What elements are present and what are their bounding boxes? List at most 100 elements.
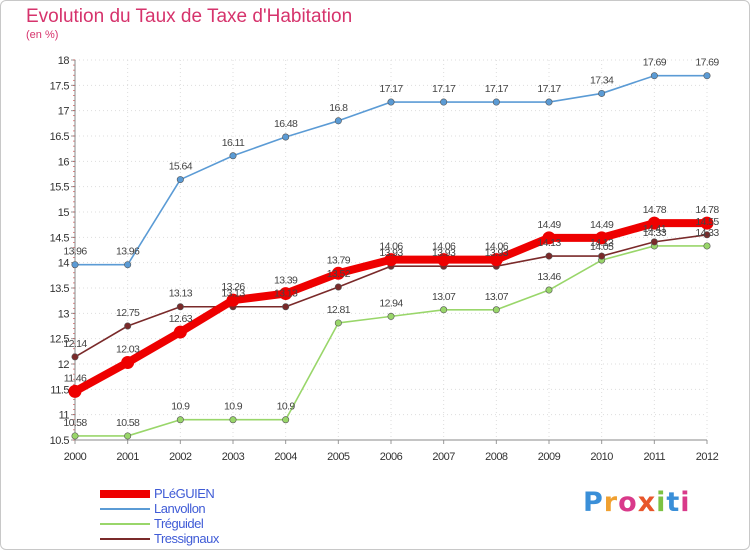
data-point-lanvollon <box>545 98 553 106</box>
x-tick-label: 2011 <box>644 451 666 463</box>
data-label-tressignaux: 14.41 <box>643 223 667 235</box>
x-tick-label: 2003 <box>222 451 245 463</box>
data-point-pleguien <box>173 325 187 339</box>
data-point-lanvollon <box>176 176 184 184</box>
data-point-tressignaux <box>71 353 79 361</box>
data-point-treguidel <box>492 306 500 314</box>
data-label-tressignaux: 13.13 <box>274 288 298 300</box>
data-point-treguidel <box>545 286 553 294</box>
data-label-tressignaux: 13.13 <box>221 288 245 300</box>
data-label-lanvollon: 17.69 <box>643 57 667 69</box>
data-point-lanvollon <box>124 261 132 269</box>
data-label-pleguien: 13.26 <box>221 281 245 293</box>
logo-letter: t <box>666 487 681 518</box>
data-point-pleguien <box>437 253 451 267</box>
legend-item-lanvollon: Lanvollon <box>100 501 300 516</box>
data-point-pleguien <box>68 384 82 398</box>
data-label-tressignaux: 13.93 <box>379 247 403 259</box>
data-label-lanvollon: 16.8 <box>329 102 348 114</box>
y-tick-label: 11 <box>59 410 70 422</box>
logo-letter: P <box>583 487 604 518</box>
data-point-tressignaux <box>124 322 132 330</box>
chart-legend: PLéGUIEN Lanvollon Tréguidel Tressignaux <box>100 486 300 546</box>
y-tick-label: 14 <box>58 258 70 270</box>
x-tick-label: 2001 <box>116 451 139 463</box>
data-label-pleguien: 14.06 <box>379 241 403 253</box>
data-label-tressignaux: 14.13 <box>590 237 614 249</box>
data-label-lanvollon: 15.64 <box>169 161 193 173</box>
legend-label: Lanvollon <box>154 501 206 516</box>
data-label-tressignaux: 13.93 <box>485 247 509 259</box>
data-label-treguidel: 13.07 <box>432 291 456 303</box>
x-tick-label: 2009 <box>538 451 561 463</box>
data-point-pleguien <box>700 216 714 230</box>
data-label-treguidel: 14.33 <box>695 227 719 239</box>
legend-label: Tréguidel <box>154 516 204 531</box>
x-tick-label: 2005 <box>327 451 350 463</box>
data-label-tressignaux: 13.52 <box>327 268 351 280</box>
data-label-lanvollon: 13.96 <box>116 246 140 258</box>
data-point-pleguien <box>542 231 556 245</box>
data-label-tressignaux: 14.13 <box>537 237 561 249</box>
x-tick-label: 2002 <box>169 451 192 463</box>
data-point-tressignaux <box>334 283 342 291</box>
data-label-pleguien: 14.78 <box>643 204 667 216</box>
legend-label: PLéGUIEN <box>154 486 215 501</box>
x-tick-label: 2006 <box>380 451 403 463</box>
data-point-tressignaux <box>703 231 711 239</box>
y-tick-label: 17.5 <box>50 80 70 92</box>
data-label-tressignaux: 12.75 <box>116 307 140 319</box>
data-label-treguidel: 10.58 <box>116 417 140 429</box>
y-tick-label: 12 <box>58 359 70 371</box>
logo-letter: o <box>618 487 638 518</box>
data-point-pleguien <box>595 231 609 245</box>
data-label-lanvollon: 16.11 <box>222 137 245 149</box>
data-point-lanvollon <box>71 261 79 269</box>
data-label-treguidel: 13.07 <box>485 291 509 303</box>
data-label-pleguien: 14.06 <box>485 241 509 253</box>
data-label-treguidel: 10.9 <box>171 401 190 413</box>
y-tick-label: 14.5 <box>50 232 70 244</box>
data-point-lanvollon <box>492 98 500 106</box>
y-tick-label: 17 <box>58 106 70 118</box>
logo-letter: x <box>637 487 657 518</box>
data-label-pleguien: 14.06 <box>432 241 456 253</box>
data-point-treguidel <box>176 416 184 424</box>
data-label-treguidel: 14.33 <box>643 227 667 239</box>
x-tick-label: 2008 <box>485 451 508 463</box>
logo-letter: i <box>656 487 667 518</box>
legend-swatch <box>100 523 150 525</box>
legend-item-pleguien: PLéGUIEN <box>100 486 300 501</box>
x-tick-label: 2007 <box>432 451 455 463</box>
data-label-tressignaux: 13.93 <box>432 247 456 259</box>
data-label-tressignaux: 14.55 <box>695 216 719 228</box>
chart-unit-label: (en %) <box>26 29 59 41</box>
data-point-treguidel <box>334 319 342 327</box>
data-point-treguidel <box>440 306 448 314</box>
legend-swatch <box>100 490 150 498</box>
data-label-pleguien: 11.46 <box>64 372 87 384</box>
data-label-treguidel: 10.9 <box>224 401 243 413</box>
y-tick-label: 12.5 <box>50 334 70 346</box>
data-label-lanvollon: 17.17 <box>485 83 509 95</box>
data-label-treguidel: 14.05 <box>590 241 614 253</box>
data-point-treguidel <box>282 416 290 424</box>
legend-item-tressignaux: Tressignaux <box>100 531 300 546</box>
data-point-lanvollon <box>282 133 290 141</box>
x-tick-label: 2010 <box>590 451 613 463</box>
data-point-tressignaux <box>282 303 290 311</box>
data-point-tressignaux <box>650 238 658 246</box>
y-tick-label: 10.5 <box>50 435 70 447</box>
data-point-treguidel <box>71 432 79 440</box>
data-label-treguidel: 10.58 <box>63 417 87 429</box>
data-label-pleguien: 12.63 <box>169 313 193 325</box>
data-point-treguidel <box>124 432 132 440</box>
data-point-lanvollon <box>703 72 711 80</box>
x-tick-label: 2000 <box>64 451 87 463</box>
legend-swatch <box>100 508 150 510</box>
proxiti-logo: Proxiti <box>583 487 691 518</box>
y-tick-label: 11.5 <box>50 384 69 396</box>
data-point-pleguien <box>384 253 398 267</box>
data-point-lanvollon <box>598 89 606 97</box>
